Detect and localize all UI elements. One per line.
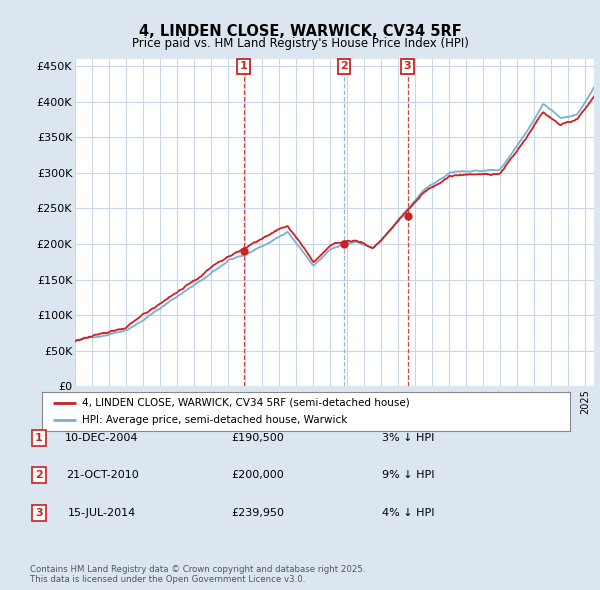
Text: 21-OCT-2010: 21-OCT-2010: [65, 470, 139, 480]
Text: Price paid vs. HM Land Registry's House Price Index (HPI): Price paid vs. HM Land Registry's House …: [131, 37, 469, 50]
Text: 3: 3: [35, 509, 43, 518]
Text: £239,950: £239,950: [232, 509, 284, 518]
Text: £200,000: £200,000: [232, 470, 284, 480]
Text: 9% ↓ HPI: 9% ↓ HPI: [382, 470, 434, 480]
Text: £190,500: £190,500: [232, 433, 284, 442]
Text: 1: 1: [35, 433, 43, 442]
Text: 10-DEC-2004: 10-DEC-2004: [65, 433, 139, 442]
Text: 4, LINDEN CLOSE, WARWICK, CV34 5RF: 4, LINDEN CLOSE, WARWICK, CV34 5RF: [139, 24, 461, 38]
Text: 3% ↓ HPI: 3% ↓ HPI: [382, 433, 434, 442]
Text: 15-JUL-2014: 15-JUL-2014: [68, 509, 136, 518]
Text: HPI: Average price, semi-detached house, Warwick: HPI: Average price, semi-detached house,…: [82, 415, 347, 425]
Text: Contains HM Land Registry data © Crown copyright and database right 2025.
This d: Contains HM Land Registry data © Crown c…: [30, 565, 365, 584]
Text: 4% ↓ HPI: 4% ↓ HPI: [382, 509, 434, 518]
Text: 3: 3: [404, 61, 412, 71]
Text: 2: 2: [35, 470, 43, 480]
Text: 2: 2: [340, 61, 348, 71]
Text: 4, LINDEN CLOSE, WARWICK, CV34 5RF (semi-detached house): 4, LINDEN CLOSE, WARWICK, CV34 5RF (semi…: [82, 398, 409, 408]
Text: 1: 1: [240, 61, 248, 71]
